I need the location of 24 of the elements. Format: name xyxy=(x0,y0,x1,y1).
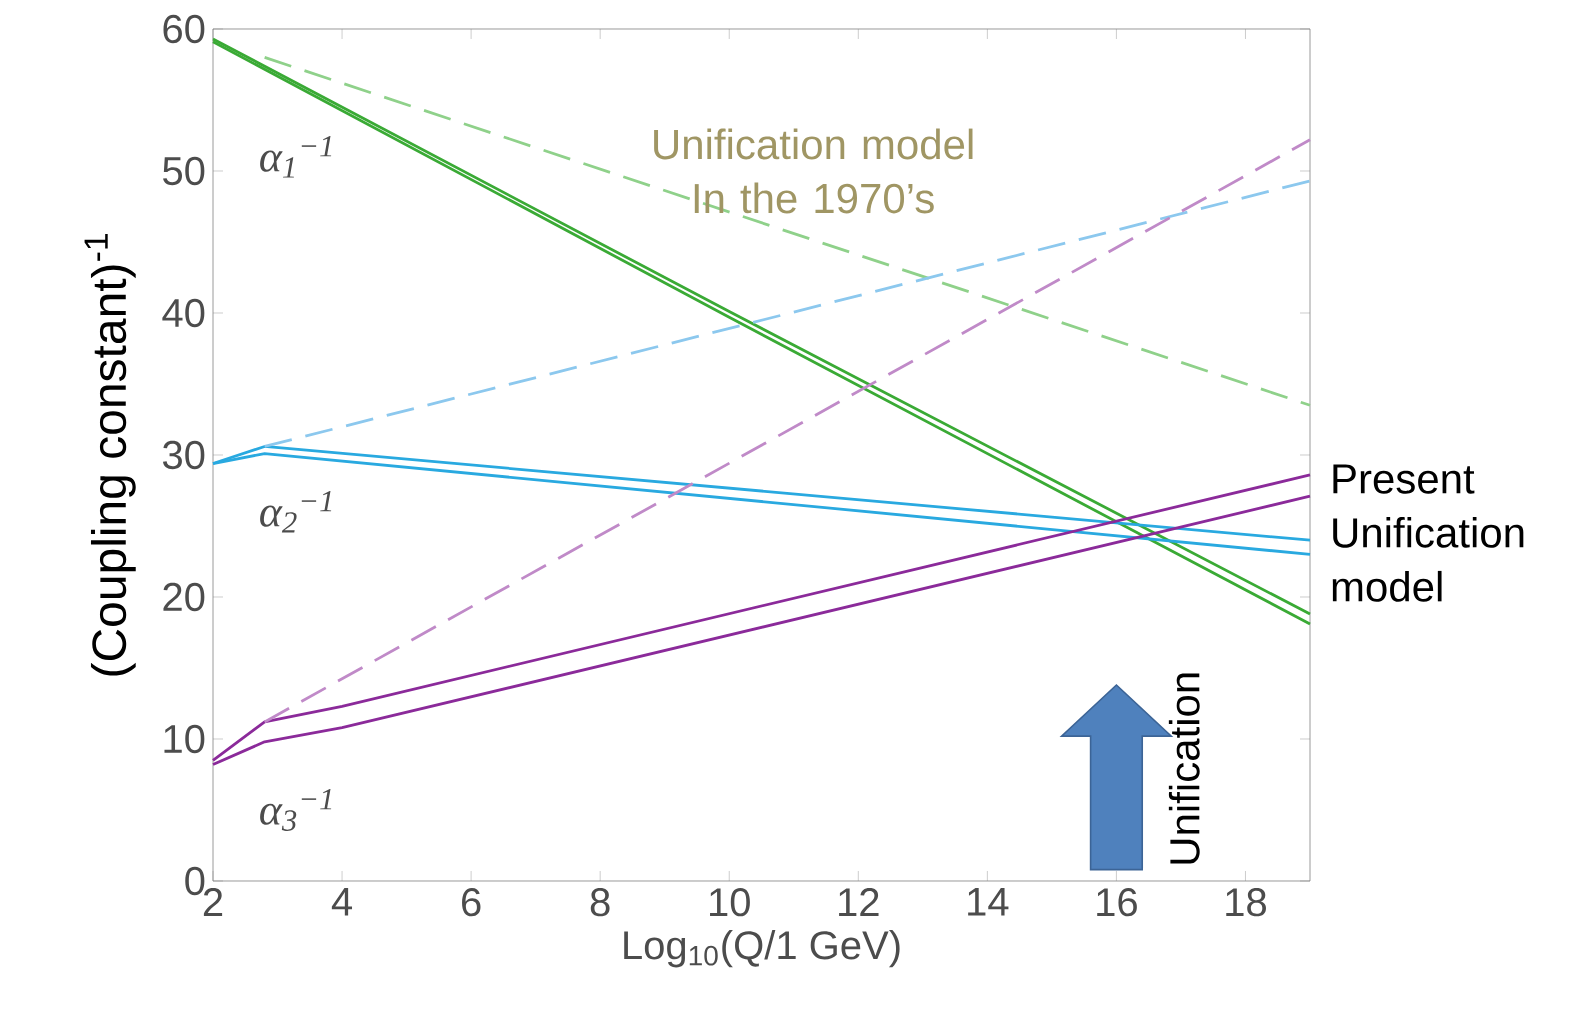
x-tick-label: 4 xyxy=(331,888,353,916)
annotation: α$_{1}$−1 xyxy=(260,135,332,178)
x-tick-label: 10 xyxy=(710,888,750,917)
text: Present Unification model xyxy=(1332,464,1524,602)
y-tick-label: 20 xyxy=(163,582,205,612)
y-tick-label: 10 xyxy=(164,724,205,754)
x-tick-label: 6 xyxy=(462,888,481,917)
x-tick-label: 18 xyxy=(1226,888,1266,917)
annotation: α$_{3}$−1 xyxy=(260,789,332,831)
x-tick-label: 8 xyxy=(590,888,610,917)
x-tick-label: 2 xyxy=(203,888,223,916)
x-tick-label: 12 xyxy=(839,888,879,916)
annotation: Unification model In the 1970’s xyxy=(654,128,973,214)
x-tick-label: 14 xyxy=(968,888,1009,916)
y-tick-label: 30 xyxy=(162,440,205,470)
y-axis-title: (Coupling constant)$^{-1}$ xyxy=(84,234,136,676)
y-tick-label: 40 xyxy=(162,298,205,328)
x-tick-label: 16 xyxy=(1097,888,1137,917)
annotation: α$_{2}$−1 xyxy=(260,490,332,533)
x-axis-title: Log$_{10}$(Q/1 GeV) xyxy=(624,930,900,968)
y-tick-label: 50 xyxy=(163,156,205,186)
y-tick-label: 0 xyxy=(185,866,205,896)
annotation: Unification xyxy=(1168,673,1200,864)
y-tick-label: 60 xyxy=(163,14,205,44)
